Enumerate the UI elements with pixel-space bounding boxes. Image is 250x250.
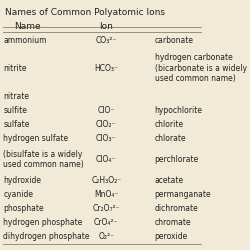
Text: sulfite: sulfite (4, 106, 27, 115)
Text: ClO₄⁻: ClO₄⁻ (96, 155, 116, 164)
Text: ClO₃⁻: ClO₃⁻ (96, 134, 116, 143)
Text: Names of Common Polyatomic Ions: Names of Common Polyatomic Ions (6, 8, 166, 16)
Text: HCO₃⁻: HCO₃⁻ (94, 64, 118, 73)
Text: (bisulfate is a widely
used common name): (bisulfate is a widely used common name) (4, 150, 84, 169)
Text: permanganate: permanganate (155, 190, 211, 199)
Text: perchlorate: perchlorate (155, 155, 199, 164)
Text: dihydrogen phosphate: dihydrogen phosphate (4, 232, 90, 241)
Text: ammonium: ammonium (4, 36, 47, 44)
Text: chlorite: chlorite (155, 120, 184, 129)
Text: hypochlorite: hypochlorite (155, 106, 203, 115)
Text: MnO₄⁻: MnO₄⁻ (94, 190, 118, 199)
Text: Ion: Ion (99, 22, 113, 32)
Text: cyanide: cyanide (4, 190, 34, 199)
Text: hydrogen carbonate
(bicarbonate is a widely
used common name): hydrogen carbonate (bicarbonate is a wid… (155, 53, 247, 83)
Text: chlorate: chlorate (155, 134, 186, 143)
Text: O₂²⁻: O₂²⁻ (98, 232, 114, 241)
Text: Cr₂O₇²⁻: Cr₂O₇²⁻ (92, 204, 120, 213)
Text: hydrogen sulfate: hydrogen sulfate (4, 134, 68, 143)
Text: dichromate: dichromate (155, 204, 198, 213)
Text: nitrate: nitrate (4, 92, 30, 101)
Text: Name: Name (14, 22, 41, 32)
Text: CrO₄²⁻: CrO₄²⁻ (94, 218, 118, 227)
Text: C₂H₃O₂⁻: C₂H₃O₂⁻ (91, 176, 122, 185)
Text: CO₃²⁻: CO₃²⁻ (96, 36, 117, 44)
Text: carbonate: carbonate (155, 36, 194, 44)
Text: phosphate: phosphate (4, 204, 44, 213)
Text: hydrogen phosphate: hydrogen phosphate (4, 218, 83, 227)
Text: ClO₂⁻: ClO₂⁻ (96, 120, 116, 129)
Text: chromate: chromate (155, 218, 191, 227)
Text: nitrite: nitrite (4, 64, 27, 73)
Text: hydroxide: hydroxide (4, 176, 42, 185)
Text: peroxide: peroxide (155, 232, 188, 241)
Text: sulfate: sulfate (4, 120, 30, 129)
Text: ClO⁻: ClO⁻ (98, 106, 115, 115)
Text: acetate: acetate (155, 176, 184, 185)
